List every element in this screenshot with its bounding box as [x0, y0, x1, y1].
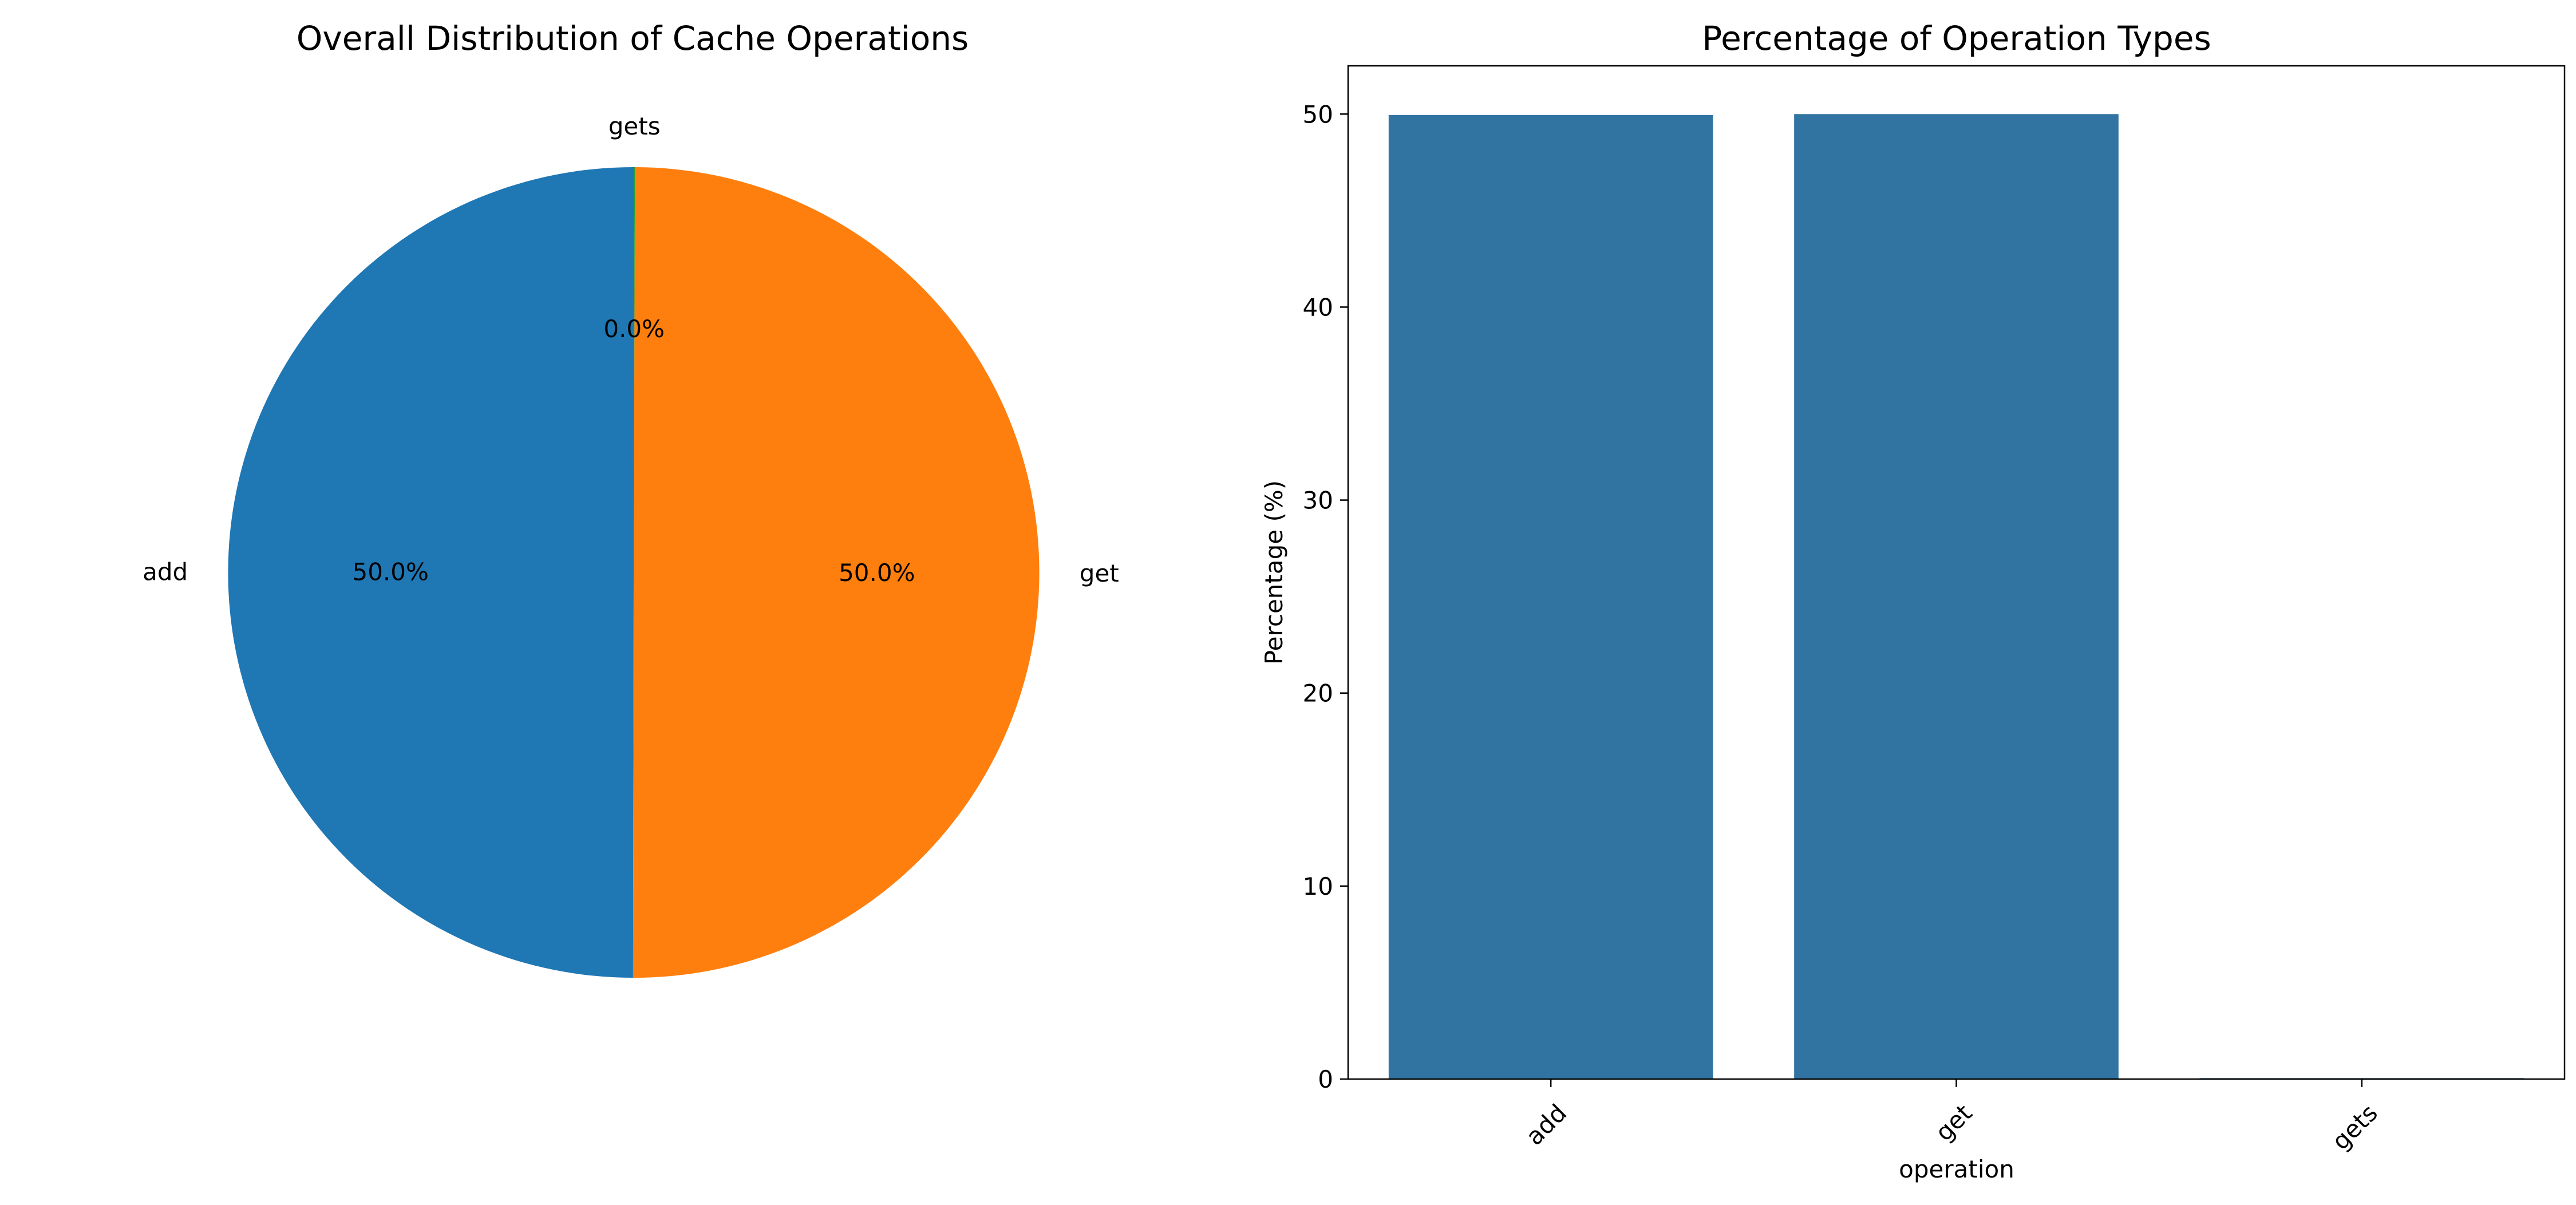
y-tick-label-20: 20 [1303, 679, 1333, 708]
bar-chart-y-axis-label: Percentage (%) [1260, 480, 1288, 665]
pie-slice-get [633, 167, 1040, 978]
y-tick-label-40: 40 [1303, 293, 1333, 321]
y-tick-label-10: 10 [1303, 872, 1333, 900]
pie-percent-add: 50.0% [352, 558, 428, 586]
x-tick-label-gets: gets [2326, 1099, 2383, 1155]
pie-percent-gets: 0.0% [603, 315, 665, 343]
pie-slice-add [228, 167, 634, 978]
pie-label-add: add [143, 558, 188, 586]
pie-chart-title: Overall Distribution of Cache Operations [297, 19, 969, 58]
pie-chart: add 50.0% get 50.0% gets 0.0% [143, 112, 1119, 978]
bar-add [1388, 114, 1713, 1080]
pie-slice-gets [634, 167, 635, 572]
x-tick-label-get: get [1930, 1099, 1977, 1146]
bar-chart [1388, 114, 2524, 1080]
pie-label-get: get [1080, 559, 1119, 587]
bar-chart-x-axis-label: operation [1899, 1155, 2014, 1183]
y-tick-label-50: 50 [1303, 100, 1333, 128]
bar-get [1794, 114, 2119, 1079]
y-tick-label-30: 30 [1303, 487, 1333, 515]
pie-label-gets: gets [609, 112, 661, 140]
bar-chart-title: Percentage of Operation Types [1702, 19, 2211, 58]
pie-percent-get: 50.0% [839, 559, 915, 587]
y-tick-label-0: 0 [1318, 1065, 1333, 1093]
x-tick-label-add: add [1520, 1099, 1573, 1151]
